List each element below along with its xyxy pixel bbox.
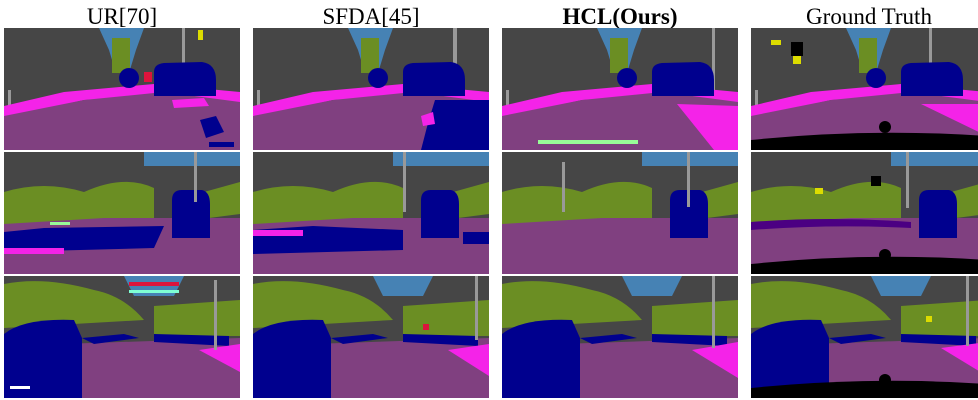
segmentation-ur-row1 <box>4 28 240 150</box>
column-header-hcl: HCL(Ours) <box>562 4 678 29</box>
segmentation-hcl-row1 <box>502 28 738 150</box>
segmentation-sfda-row2 <box>253 152 489 274</box>
segmentation-sfda-row3 <box>253 276 489 398</box>
segmentation-hcl-row3 <box>502 276 738 398</box>
column-header-ground-truth: Ground Truth <box>806 4 932 29</box>
column-header-ur: UR[70] <box>86 4 158 29</box>
segmentation-ground-truth-row3 <box>751 276 978 398</box>
segmentation-ur-row2 <box>4 152 240 274</box>
column-header-sfda: SFDA[45] <box>322 4 420 29</box>
segmentation-sfda-row1 <box>253 28 489 150</box>
segmentation-hcl-row2 <box>502 152 738 274</box>
segmentation-ur-row3 <box>4 276 240 398</box>
segmentation-ground-truth-row1 <box>751 28 978 150</box>
segmentation-ground-truth-row2 <box>751 152 978 274</box>
